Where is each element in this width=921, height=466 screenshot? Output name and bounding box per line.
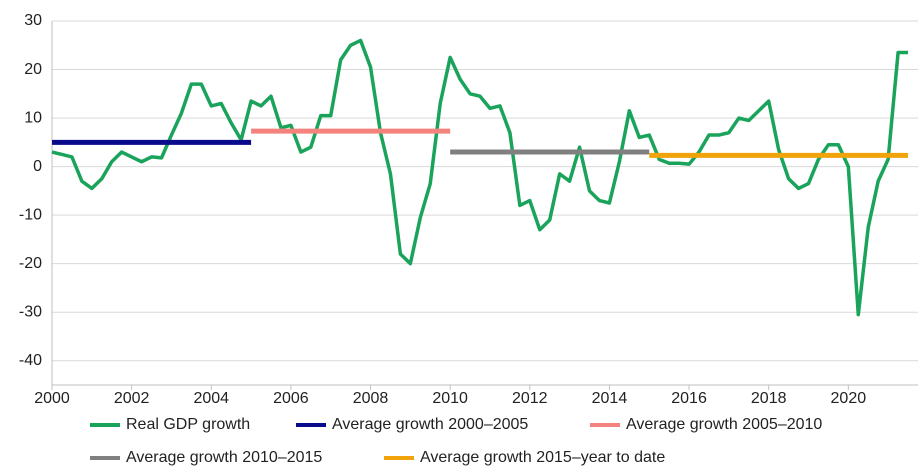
x-tick-label: 2016 bbox=[671, 390, 707, 407]
x-tick-label: 2002 bbox=[114, 390, 150, 407]
x-tick-label: 2020 bbox=[831, 390, 867, 407]
legend-label: Real GDP growth bbox=[126, 416, 250, 433]
y-tick-label: 10 bbox=[24, 109, 42, 126]
y-tick-label: 20 bbox=[24, 61, 42, 78]
legend-label: Average growth 2000–2005 bbox=[332, 416, 528, 433]
y-tick-label: 0 bbox=[33, 158, 42, 175]
legend-label: Average growth 2015–year to date bbox=[420, 449, 665, 466]
x-tick-label: 2006 bbox=[273, 390, 309, 407]
legend-label: Average growth 2005–2010 bbox=[626, 416, 822, 433]
x-tick-label: 2010 bbox=[432, 390, 468, 407]
x-tick-label: 2008 bbox=[353, 390, 389, 407]
x-tick-label: 2018 bbox=[751, 390, 787, 407]
y-tick-label: -30 bbox=[19, 303, 42, 320]
x-tick-label: 2012 bbox=[512, 390, 548, 407]
y-tick-label: 30 bbox=[24, 12, 42, 29]
y-tick-label: -20 bbox=[19, 255, 42, 272]
x-tick-label: 2014 bbox=[592, 390, 628, 407]
y-tick-label: -40 bbox=[19, 352, 42, 369]
x-tick-label: 2004 bbox=[193, 390, 229, 407]
x-tick-label: 2000 bbox=[34, 390, 70, 407]
legend-label: Average growth 2010–2015 bbox=[126, 449, 322, 466]
series-line bbox=[51, 38, 909, 317]
y-tick-label: -10 bbox=[19, 206, 42, 223]
